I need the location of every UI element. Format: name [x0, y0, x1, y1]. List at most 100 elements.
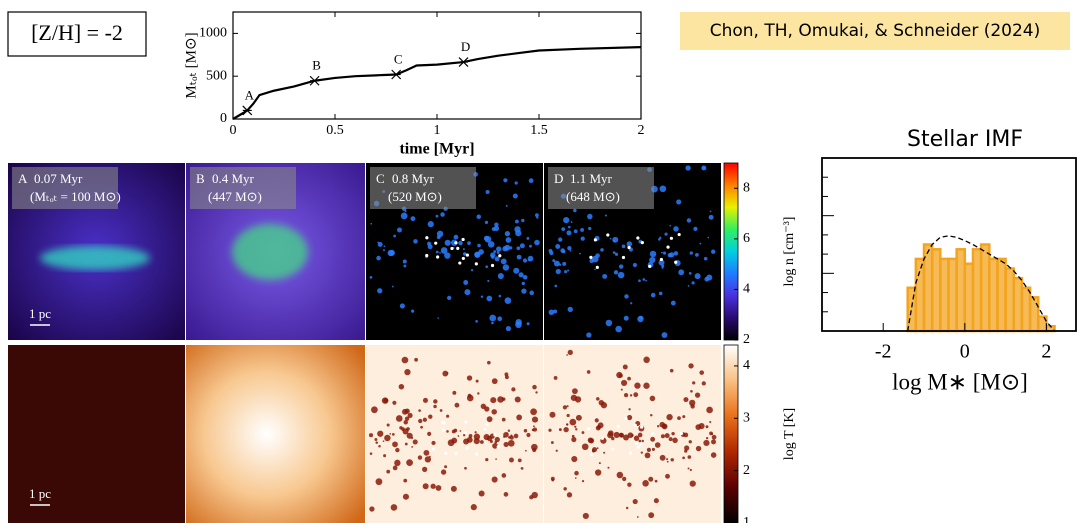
speck	[392, 433, 395, 436]
speck	[567, 414, 570, 417]
speck	[690, 251, 693, 254]
x-tick-label: 2	[638, 123, 645, 138]
speck	[423, 483, 429, 489]
speck	[384, 246, 386, 248]
star	[464, 421, 467, 424]
speck	[633, 263, 637, 267]
speck	[704, 257, 708, 261]
speck	[621, 389, 623, 391]
colorbar-tick-label: 4	[743, 282, 750, 297]
speck	[383, 398, 388, 403]
speck	[595, 253, 600, 258]
speck	[711, 439, 716, 444]
speck	[655, 442, 661, 448]
star	[497, 445, 500, 448]
speck	[508, 436, 511, 439]
star	[491, 264, 494, 267]
star	[678, 233, 681, 236]
speck	[677, 416, 681, 420]
speck	[690, 480, 696, 486]
speck	[641, 451, 643, 453]
speck	[660, 455, 666, 461]
speck	[556, 269, 561, 274]
star	[462, 257, 465, 260]
speck	[556, 450, 558, 452]
speck	[709, 421, 711, 423]
speck	[494, 441, 497, 444]
speck	[515, 321, 522, 328]
chart-title: Stellar IMF	[907, 127, 1023, 152]
speck	[477, 244, 481, 248]
speck	[397, 228, 402, 233]
speck	[486, 296, 492, 302]
colorbar-tick-label: 2	[743, 463, 750, 478]
speck	[602, 274, 607, 279]
star	[443, 421, 446, 424]
speck	[423, 450, 429, 456]
speck	[687, 218, 691, 222]
speck	[669, 437, 673, 441]
star	[455, 452, 458, 455]
speck	[607, 467, 609, 469]
speck	[563, 487, 566, 490]
star	[637, 446, 640, 449]
speck	[568, 226, 571, 229]
speck	[494, 226, 499, 231]
speck	[377, 431, 383, 437]
speck	[529, 245, 532, 248]
speck	[567, 246, 571, 250]
speck	[691, 281, 694, 284]
star	[636, 236, 639, 239]
speck	[400, 303, 405, 308]
speck	[496, 246, 501, 251]
speck	[425, 456, 431, 462]
speck	[623, 365, 628, 370]
y-tick-label: 1000	[199, 26, 227, 41]
panel-time: 0.8 Myr	[392, 171, 435, 186]
speck	[617, 472, 624, 479]
speck	[452, 391, 456, 395]
speck	[650, 251, 656, 257]
speck	[393, 466, 398, 471]
speck	[612, 237, 618, 243]
star	[587, 427, 590, 430]
speck	[383, 249, 385, 251]
speck	[682, 456, 685, 459]
scale-bar-label: 1 pc	[29, 306, 51, 321]
speck	[526, 237, 529, 240]
speck	[654, 498, 659, 503]
speck	[638, 279, 641, 282]
speck	[392, 441, 398, 447]
speck	[616, 372, 622, 378]
speck	[527, 322, 530, 325]
speck	[530, 408, 537, 415]
speck	[637, 316, 643, 322]
speck	[682, 415, 685, 418]
speck	[499, 295, 502, 298]
star	[590, 453, 593, 456]
speck	[384, 435, 390, 441]
speck	[712, 435, 717, 440]
speck	[634, 436, 639, 441]
speck	[414, 358, 418, 362]
speck	[447, 296, 451, 300]
speck	[467, 241, 471, 245]
speck	[534, 240, 540, 246]
panel-letter: C	[376, 171, 385, 186]
speck	[497, 316, 502, 321]
speck	[626, 507, 628, 509]
speck	[568, 307, 573, 312]
speck	[563, 217, 569, 223]
speck	[386, 470, 390, 474]
star	[639, 442, 642, 445]
panel-time: 0.4 Myr	[212, 171, 255, 186]
speck	[575, 428, 577, 430]
speck	[704, 277, 709, 282]
event-marker	[310, 76, 319, 85]
speck	[383, 440, 385, 442]
star	[456, 247, 459, 250]
speck	[647, 448, 651, 452]
speck	[455, 403, 460, 408]
speck	[605, 215, 607, 217]
colorbar-tick-label: 4	[743, 358, 750, 373]
